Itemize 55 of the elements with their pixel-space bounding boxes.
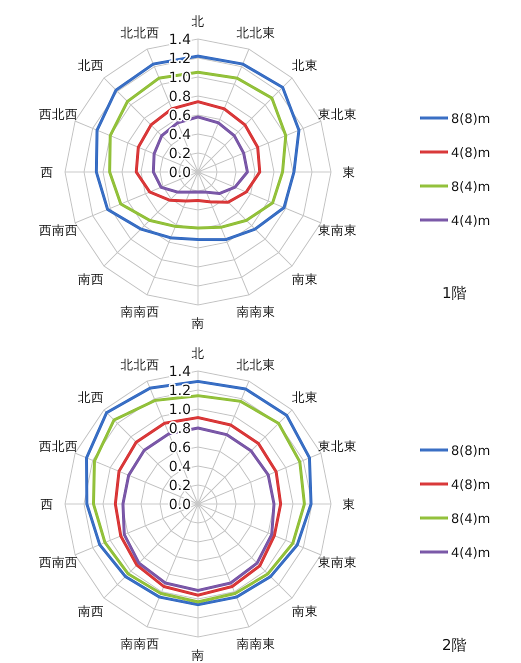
legend-label: 4(8)m xyxy=(451,146,490,161)
y-tick-label: 0.6 xyxy=(168,440,192,456)
y-tick-label: 1.0 xyxy=(168,402,191,418)
spoke-label: 南西 xyxy=(78,603,104,618)
spoke-label: 南西 xyxy=(78,271,104,286)
spoke-label: 南南東 xyxy=(236,304,276,320)
legend-label: 8(4)m xyxy=(451,512,490,527)
legend-label: 8(4)m xyxy=(451,180,490,195)
spoke-label: 東南東 xyxy=(318,554,358,570)
legend-label: 8(8)m xyxy=(451,444,490,459)
spoke-label: 北北西 xyxy=(120,24,160,40)
spoke-label: 北西 xyxy=(78,58,104,73)
spoke-label: 東北東 xyxy=(318,106,358,122)
spoke-label: 東南東 xyxy=(318,222,358,238)
spoke-label: 西南西 xyxy=(38,554,78,570)
spoke-label: 北東 xyxy=(292,390,318,405)
spoke-label: 北 xyxy=(192,14,204,28)
legend-label: 8(8)m xyxy=(451,112,490,127)
y-tick-label: 0.2 xyxy=(168,478,191,494)
spoke-label: 南南東 xyxy=(236,636,276,652)
spoke-label: 北西 xyxy=(78,390,104,405)
y-tick-label: 1.4 xyxy=(168,32,192,48)
y-tick-label: 0.2 xyxy=(168,146,191,162)
spoke-label: 北北東 xyxy=(236,356,276,372)
y-tick-label: 0.0 xyxy=(168,165,191,181)
spoke-label: 東北東 xyxy=(318,438,358,454)
spoke-label: 東 xyxy=(342,496,356,512)
text: 1階 xyxy=(442,284,467,302)
y-tick-label: 1.2 xyxy=(168,383,191,399)
spoke-label: 西北西 xyxy=(38,438,78,454)
spoke-label: 南東 xyxy=(292,603,318,618)
spoke-label: 北東 xyxy=(292,58,318,73)
legend-label: 4(8)m xyxy=(451,478,490,493)
y-tick-label: 0.4 xyxy=(168,127,192,143)
spoke-label: 北北東 xyxy=(236,24,276,40)
y-tick-label: 0.4 xyxy=(168,459,192,475)
spoke-label: 西 xyxy=(40,496,54,512)
y-tick-label: 0.0 xyxy=(168,497,191,513)
y-tick-label: 0.6 xyxy=(168,108,192,124)
y-tick-label: 0.8 xyxy=(168,89,191,105)
y-tick-label: 1.4 xyxy=(168,364,192,380)
spoke-label: 南南西 xyxy=(120,304,160,320)
legend-label: 4(4)m xyxy=(451,546,490,561)
spoke-label: 南南西 xyxy=(120,636,160,652)
spoke-label: 西北西 xyxy=(38,106,78,122)
spoke-label: 東 xyxy=(342,164,356,180)
spoke-label: 西 xyxy=(40,164,54,180)
spoke-label: 北 xyxy=(192,346,204,360)
spoke-label: 北北西 xyxy=(120,356,160,372)
spoke-label: 西南西 xyxy=(38,222,78,238)
spoke-label: 南東 xyxy=(292,271,318,286)
legend-label: 4(4)m xyxy=(451,214,490,229)
spoke-label: 南 xyxy=(192,316,204,330)
spoke-label: 南 xyxy=(192,648,204,662)
text: 2階 xyxy=(442,636,467,654)
